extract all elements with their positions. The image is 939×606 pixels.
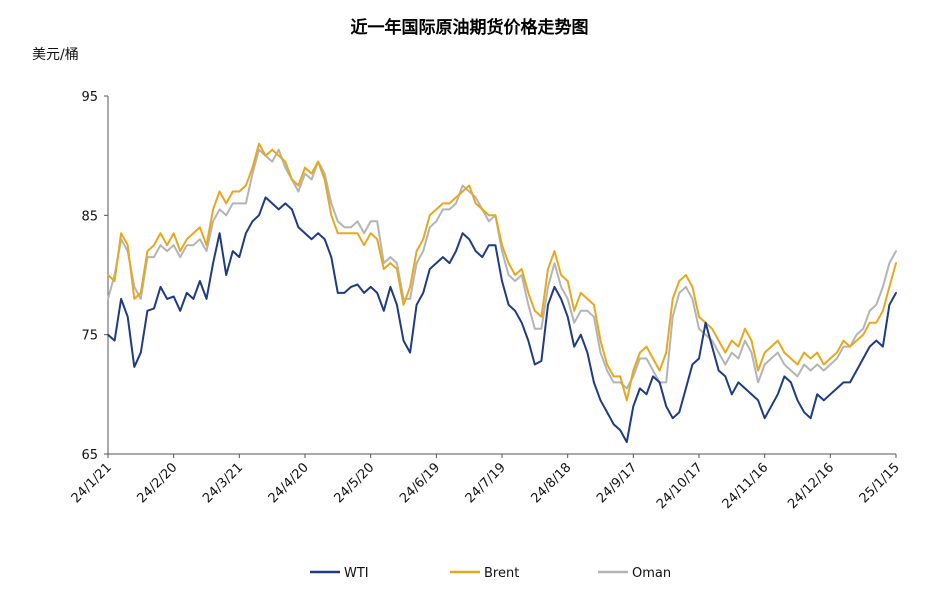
x-tick-label: 24/11/16 <box>720 460 772 512</box>
x-tick-label: 24/5/20 <box>331 460 377 506</box>
x-tick-label: 24/6/19 <box>397 460 443 506</box>
legend: WTI Brent Oman <box>310 566 671 581</box>
legend-label-oman: Oman <box>632 566 671 581</box>
x-tick-label: 24/9/17 <box>594 460 640 506</box>
y-tick-label: 65 <box>81 448 98 463</box>
legend-label-brent: Brent <box>484 566 519 581</box>
y-tick-label: 85 <box>81 209 98 224</box>
y-axis-unit-label: 美元/桶 <box>32 47 79 63</box>
x-tick-label: 24/2/20 <box>134 460 180 506</box>
legend-label-wti: WTI <box>344 566 369 581</box>
axes: 65 75 85 95 24/1/21 24/2/20 24/3/21 24/4/20 24/5… <box>69 90 903 512</box>
x-tick-label: 24/4/20 <box>266 460 312 506</box>
x-tick-label: 24/8/18 <box>528 460 574 506</box>
y-tick-label: 95 <box>81 90 98 105</box>
x-tick-label: 24/7/19 <box>463 460 509 506</box>
chart-title: 近一年国际原油期货价格走势图 <box>351 17 589 38</box>
x-tick-label: 24/1/21 <box>69 460 115 506</box>
x-tick-label: 24/12/16 <box>785 460 837 512</box>
x-tick-label: 24/3/21 <box>200 460 246 506</box>
series-line-wti <box>107 196 897 444</box>
x-tick-label: 24/10/17 <box>654 460 706 512</box>
series-lines <box>107 142 897 444</box>
series-line-brent <box>107 142 897 402</box>
series-line-oman <box>107 148 897 390</box>
x-tick-label: 25/1/15 <box>857 460 903 506</box>
y-tick-label: 75 <box>81 329 98 344</box>
